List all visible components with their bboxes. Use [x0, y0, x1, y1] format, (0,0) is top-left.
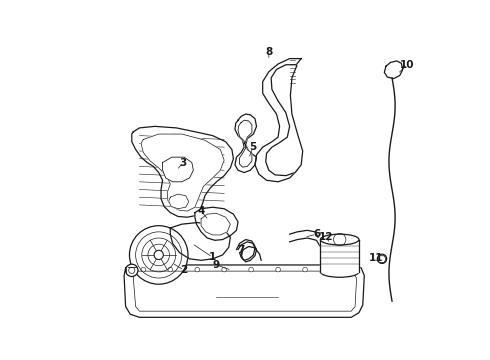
Text: 3: 3: [180, 158, 187, 167]
Polygon shape: [235, 114, 257, 172]
Text: 9: 9: [213, 260, 220, 270]
Polygon shape: [238, 120, 252, 167]
Text: 1: 1: [209, 252, 216, 262]
Circle shape: [195, 267, 199, 272]
Polygon shape: [201, 213, 230, 235]
Polygon shape: [163, 157, 194, 182]
Polygon shape: [171, 222, 230, 260]
Polygon shape: [255, 59, 301, 182]
Circle shape: [377, 254, 387, 264]
Polygon shape: [132, 126, 233, 217]
Circle shape: [303, 267, 307, 272]
Polygon shape: [133, 271, 357, 311]
Polygon shape: [195, 207, 238, 240]
Polygon shape: [141, 134, 224, 211]
Polygon shape: [169, 194, 189, 209]
Circle shape: [129, 226, 188, 284]
Text: 11: 11: [368, 253, 383, 263]
Circle shape: [125, 264, 138, 276]
Text: 10: 10: [400, 60, 415, 70]
Text: 12: 12: [318, 232, 333, 242]
Polygon shape: [124, 265, 365, 317]
Polygon shape: [320, 239, 359, 272]
Text: 8: 8: [265, 48, 272, 58]
Text: 2: 2: [180, 265, 188, 275]
Text: 6: 6: [313, 229, 320, 239]
Circle shape: [222, 267, 226, 272]
Text: 5: 5: [249, 142, 256, 152]
Ellipse shape: [320, 266, 359, 277]
Polygon shape: [266, 65, 303, 176]
Circle shape: [276, 267, 280, 272]
Polygon shape: [384, 61, 403, 78]
Circle shape: [168, 267, 172, 272]
Circle shape: [154, 250, 163, 260]
Circle shape: [249, 267, 253, 272]
Circle shape: [330, 267, 334, 272]
Text: 7: 7: [238, 244, 245, 255]
Circle shape: [141, 267, 146, 272]
Ellipse shape: [320, 234, 359, 245]
Text: 4: 4: [197, 206, 205, 216]
